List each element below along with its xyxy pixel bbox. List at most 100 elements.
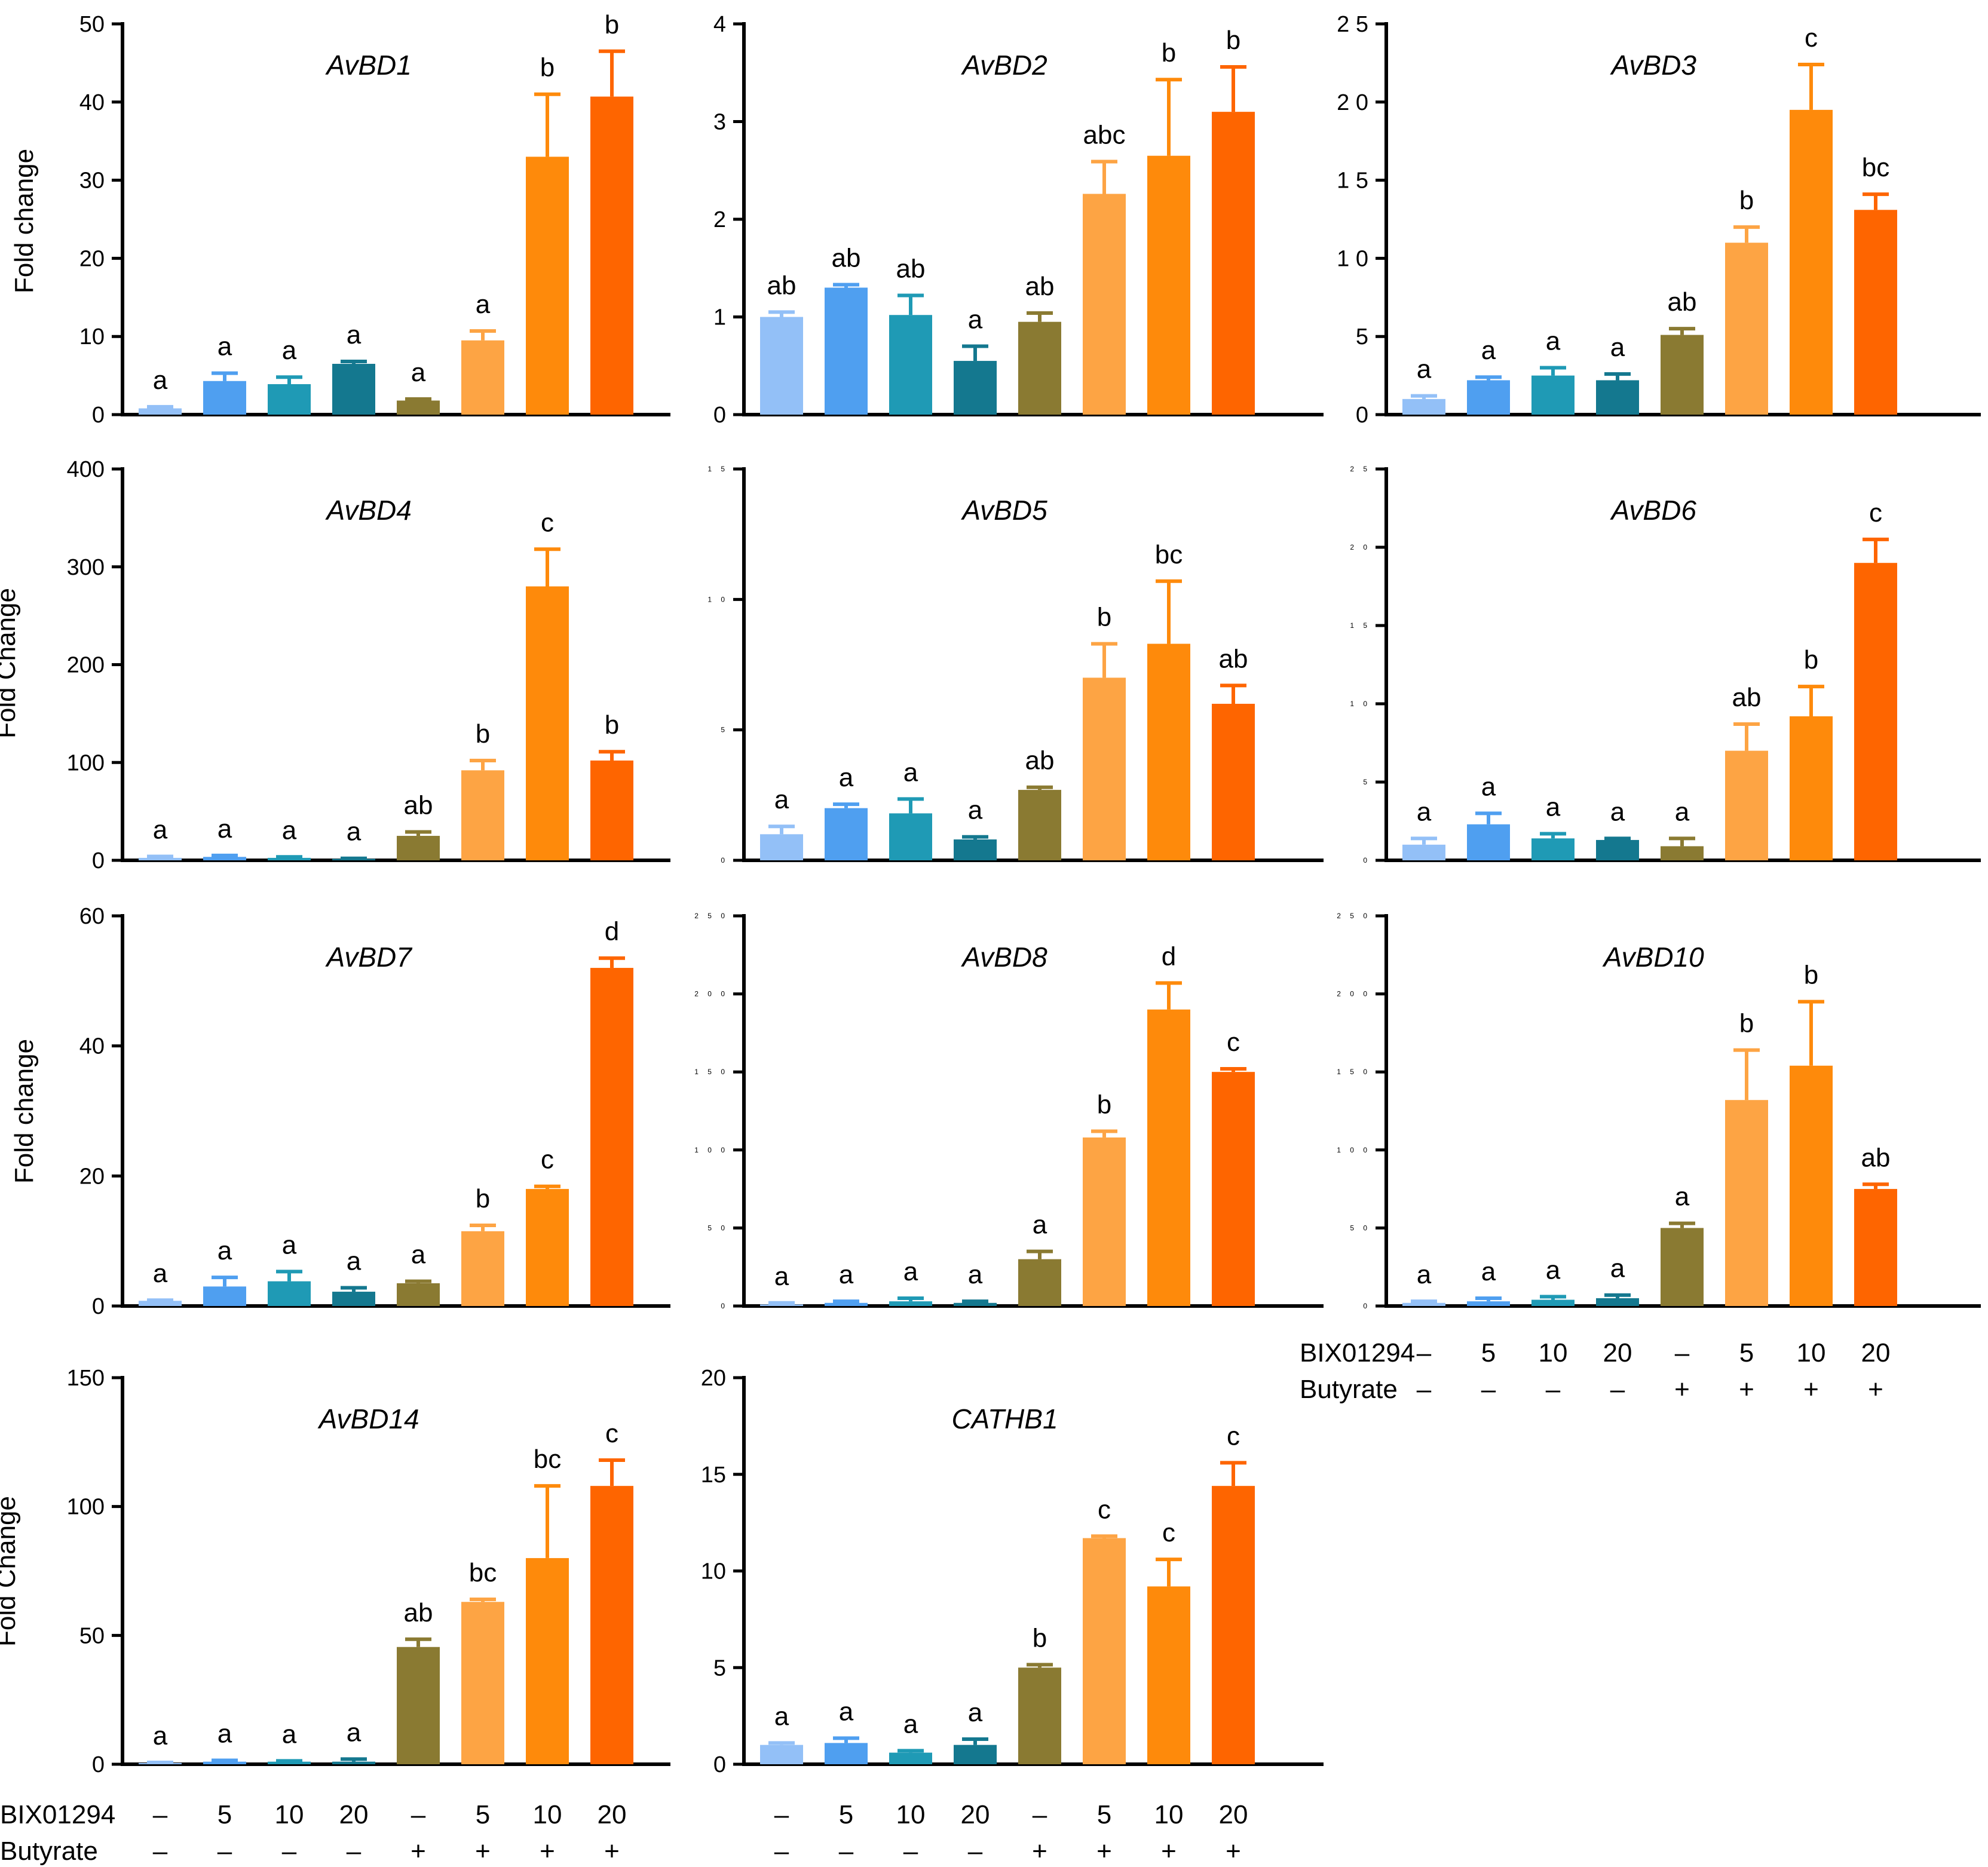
y-tick-label: 0 xyxy=(1363,856,1371,864)
butyrate-value: + xyxy=(540,1837,555,1866)
significance-letter: a xyxy=(476,290,491,319)
y-tick-label: 2 5 xyxy=(1350,465,1371,473)
butyrate-value: + xyxy=(1096,1837,1112,1866)
bix01294-value: – xyxy=(1033,1800,1047,1829)
y-tick-label: 1 5 xyxy=(1350,621,1371,630)
significance-letter: a xyxy=(347,320,362,350)
significance-letter: b xyxy=(1226,26,1240,55)
bar-7 xyxy=(1790,1065,1833,1306)
y-tick-label: 200 xyxy=(67,653,105,678)
bar-2 xyxy=(203,857,246,860)
y-axis-label: Fold Change xyxy=(0,1496,21,1647)
butyrate-value: + xyxy=(604,1837,620,1866)
bar-3 xyxy=(1531,838,1575,860)
bar-4 xyxy=(954,839,997,860)
significance-letter: a xyxy=(1610,333,1625,362)
bar-3 xyxy=(889,1752,932,1764)
significance-letter: b xyxy=(1739,186,1754,215)
significance-letter: b xyxy=(1097,603,1111,632)
significance-letter: a xyxy=(903,758,918,787)
bix01294-value: 5 xyxy=(1481,1338,1496,1368)
treatment-table-bottom: BIX01294 Butyrate – 5 10 20 – 5 10 20 – – – – + + + + – 5 10… xyxy=(0,1800,1248,1866)
significance-letter: c xyxy=(1869,498,1882,528)
butyrate-value: + xyxy=(1674,1375,1690,1404)
panel-title: AvBD2 xyxy=(960,50,1047,81)
bar-1 xyxy=(760,1745,803,1764)
bar-7 xyxy=(526,1189,569,1306)
bix01294-value: 20 xyxy=(961,1800,990,1829)
significance-letter: a xyxy=(1481,336,1496,365)
butyrate-value: – xyxy=(347,1837,362,1866)
bar-8 xyxy=(1854,563,1897,860)
bar-2 xyxy=(1467,380,1510,415)
significance-letter: bc xyxy=(1155,540,1183,569)
bar-6 xyxy=(1083,1137,1126,1306)
bar-2 xyxy=(203,1761,246,1764)
y-tick-label: 40 xyxy=(79,1034,105,1059)
y-tick-label: 30 xyxy=(79,168,105,194)
bar-3 xyxy=(268,857,311,860)
bar-6 xyxy=(1083,677,1126,860)
y-tick-label: 1 0 0 xyxy=(694,1146,728,1154)
bar-8 xyxy=(1212,112,1255,415)
bar-1 xyxy=(139,1301,182,1306)
significance-letter: ab xyxy=(896,255,926,284)
butyrate-value: + xyxy=(1739,1375,1754,1404)
significance-letter: a xyxy=(839,1260,854,1289)
significance-letter: ab xyxy=(404,791,433,820)
bix01294-value: 10 xyxy=(275,1800,304,1829)
y-tick-label: 20 xyxy=(79,246,105,271)
significance-letter: bc xyxy=(469,1558,497,1587)
significance-letter: b xyxy=(476,1184,490,1213)
butyrate-value: – xyxy=(153,1837,168,1866)
bar-5 xyxy=(397,1647,440,1764)
bar-8 xyxy=(590,760,633,860)
panel-title: AvBD8 xyxy=(960,942,1047,973)
significance-letter: c xyxy=(605,1419,618,1448)
significance-letter: a xyxy=(411,358,426,387)
butyrate-value: + xyxy=(1868,1375,1883,1404)
significance-letter: b xyxy=(1804,645,1818,675)
panel-avbd8: 0 5 0 1 0 0 1 5 0 2 0 0 2 5 0 AvBD8 a a a a a b d c xyxy=(694,912,1324,1310)
significance-letter: a xyxy=(218,1719,232,1749)
bar-8 xyxy=(1854,1189,1897,1306)
y-tick-label: 20 xyxy=(701,1366,726,1391)
butyrate-value: + xyxy=(1803,1375,1819,1404)
panel-avbd7: 0 20 40 60 AvBD7 Fold change a a a a a b c d xyxy=(10,904,670,1319)
y-axis-label: Fold change xyxy=(10,149,39,293)
significance-letter: b xyxy=(1739,1009,1754,1038)
significance-letter: ab xyxy=(1025,272,1055,301)
bar-5 xyxy=(1018,321,1061,415)
significance-letter: a xyxy=(218,814,232,844)
butyrate-value: – xyxy=(1481,1375,1496,1404)
bix01294-value: – xyxy=(411,1800,426,1829)
bar-6 xyxy=(1725,750,1768,860)
significance-letter: ab xyxy=(1861,1143,1891,1172)
bar-2 xyxy=(203,381,246,415)
significance-letter: b xyxy=(540,53,555,82)
bar-4 xyxy=(1596,839,1639,860)
bar-5 xyxy=(1018,790,1061,860)
y-tick-label: 5 xyxy=(713,1656,726,1681)
bix01294-value: 10 xyxy=(1154,1800,1184,1829)
significance-letter: d xyxy=(1162,942,1176,971)
butyrate-value: + xyxy=(475,1837,491,1866)
bix01294-value: 20 xyxy=(339,1800,369,1829)
y-tick-label: 5 xyxy=(1356,324,1368,350)
significance-letter: a xyxy=(1033,1210,1047,1240)
significance-letter: a xyxy=(1417,1260,1432,1289)
butyrate-label: Butyrate xyxy=(0,1837,98,1866)
bar-8 xyxy=(1854,210,1897,415)
panel-title: CATHB1 xyxy=(951,1403,1058,1434)
panel-title: AvBD5 xyxy=(960,495,1047,526)
bar-3 xyxy=(889,315,932,415)
y-tick-label: 4 xyxy=(713,12,726,37)
significance-letter: a xyxy=(1417,797,1432,826)
bix01294-value: 10 xyxy=(896,1800,926,1829)
significance-letter: a xyxy=(1675,1182,1690,1212)
significance-letter: a xyxy=(1546,1255,1561,1284)
significance-letter: a xyxy=(153,1721,168,1750)
bar-3 xyxy=(268,384,311,415)
y-tick-label: 5 0 xyxy=(707,1224,728,1232)
significance-letter: a xyxy=(903,1709,918,1739)
